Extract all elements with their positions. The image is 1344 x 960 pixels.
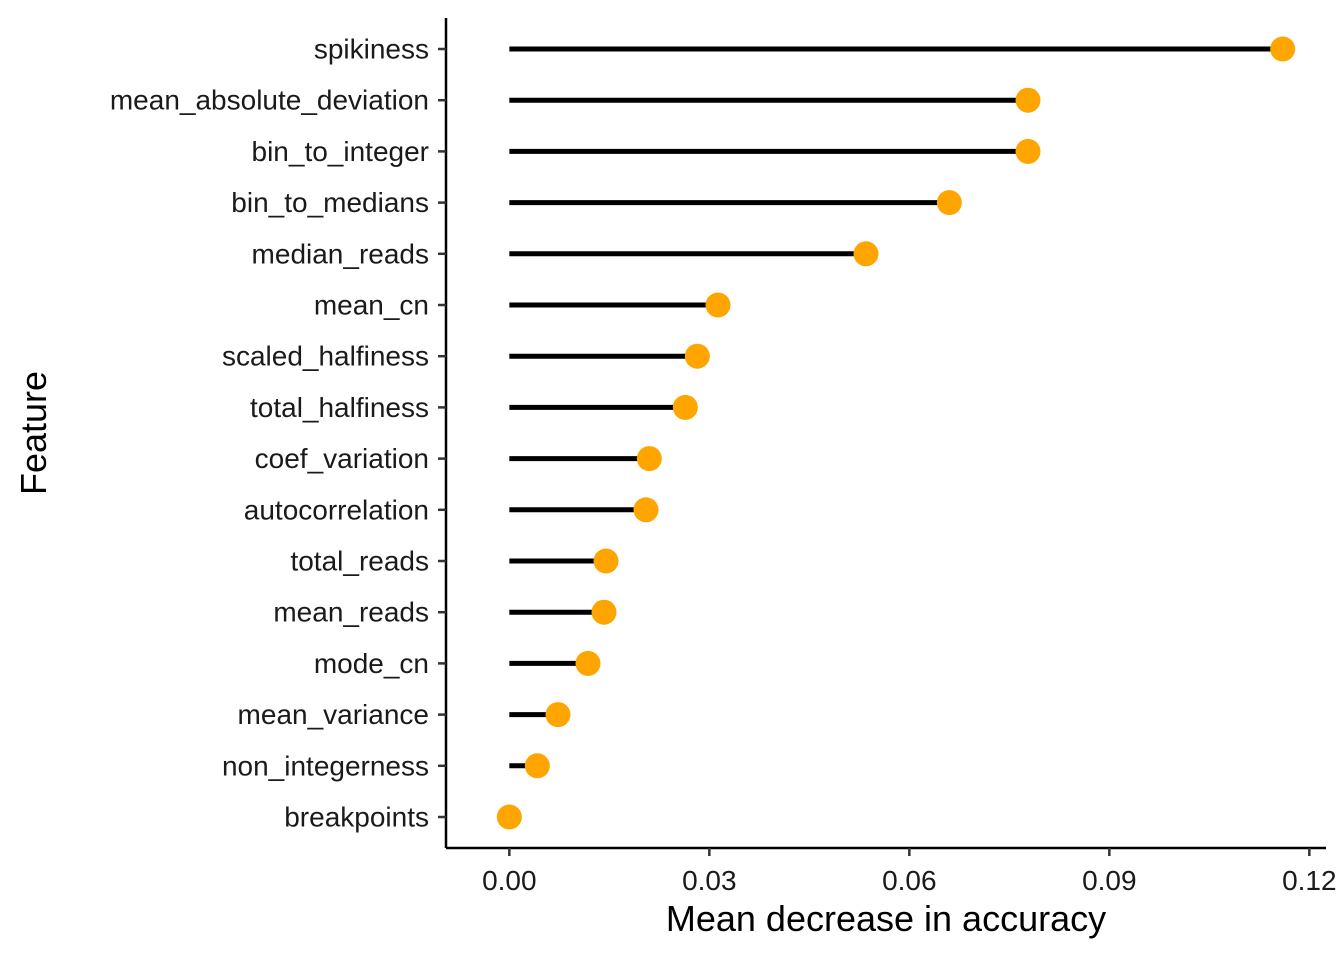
point-coef_variation <box>636 446 662 472</box>
y-axis-title: Feature <box>13 371 54 495</box>
x-tick-label: 0.12 <box>1282 865 1337 896</box>
x-tick-label: 0.09 <box>1082 865 1137 896</box>
point-total_reads <box>593 548 619 574</box>
y-tick-label: mean_reads <box>273 597 429 628</box>
point-mean_variance <box>545 702 571 728</box>
y-tick-label: spikiness <box>314 34 429 65</box>
x-axis-title: Mean decrease in accuracy <box>666 898 1106 939</box>
point-total_halfiness <box>672 394 698 420</box>
point-bin_to_medians <box>936 190 962 216</box>
x-tick-label: 0.06 <box>882 865 937 896</box>
point-mode_cn <box>575 650 601 676</box>
y-tick-label: total_reads <box>290 546 429 577</box>
y-tick-label: bin_to_medians <box>231 187 429 218</box>
point-spikiness <box>1270 36 1296 62</box>
x-tick-label: 0.03 <box>682 865 737 896</box>
y-tick-label: mean_variance <box>238 699 429 730</box>
point-bin_to_integer <box>1015 138 1041 164</box>
point-breakpoints <box>496 804 522 830</box>
y-tick-label: total_halfiness <box>250 392 429 423</box>
y-tick-label: mean_absolute_deviation <box>110 85 429 116</box>
stems <box>509 46 1283 769</box>
x-ticks: 0.00 0.03 0.06 0.09 0.12 <box>482 848 1337 896</box>
point-mean_reads <box>591 599 617 625</box>
y-tick-label: scaled_halfiness <box>222 341 429 372</box>
point-median_reads <box>853 241 879 267</box>
y-tick-label: autocorrelation <box>244 494 429 525</box>
point-scaled_halfiness <box>684 343 710 369</box>
y-tick-label: coef_variation <box>255 443 429 474</box>
y-tick-label: breakpoints <box>284 802 429 833</box>
y-tick-label: median_reads <box>252 238 429 269</box>
point-autocorrelation <box>633 497 659 523</box>
point-mean_cn <box>705 292 731 318</box>
x-tick-label: 0.00 <box>482 865 537 896</box>
y-tick-label: mode_cn <box>314 648 429 679</box>
y-tick-label: bin_to_integer <box>252 136 429 167</box>
y-tick-label: mean_cn <box>314 290 429 321</box>
point-mean_absolute_deviation <box>1015 87 1041 113</box>
points <box>496 36 1296 830</box>
y-tick-label: non_integerness <box>222 750 429 781</box>
point-non_integerness <box>524 753 550 779</box>
y-ticks: spikiness mean_absolute_deviation bin_to_i… <box>110 34 446 833</box>
